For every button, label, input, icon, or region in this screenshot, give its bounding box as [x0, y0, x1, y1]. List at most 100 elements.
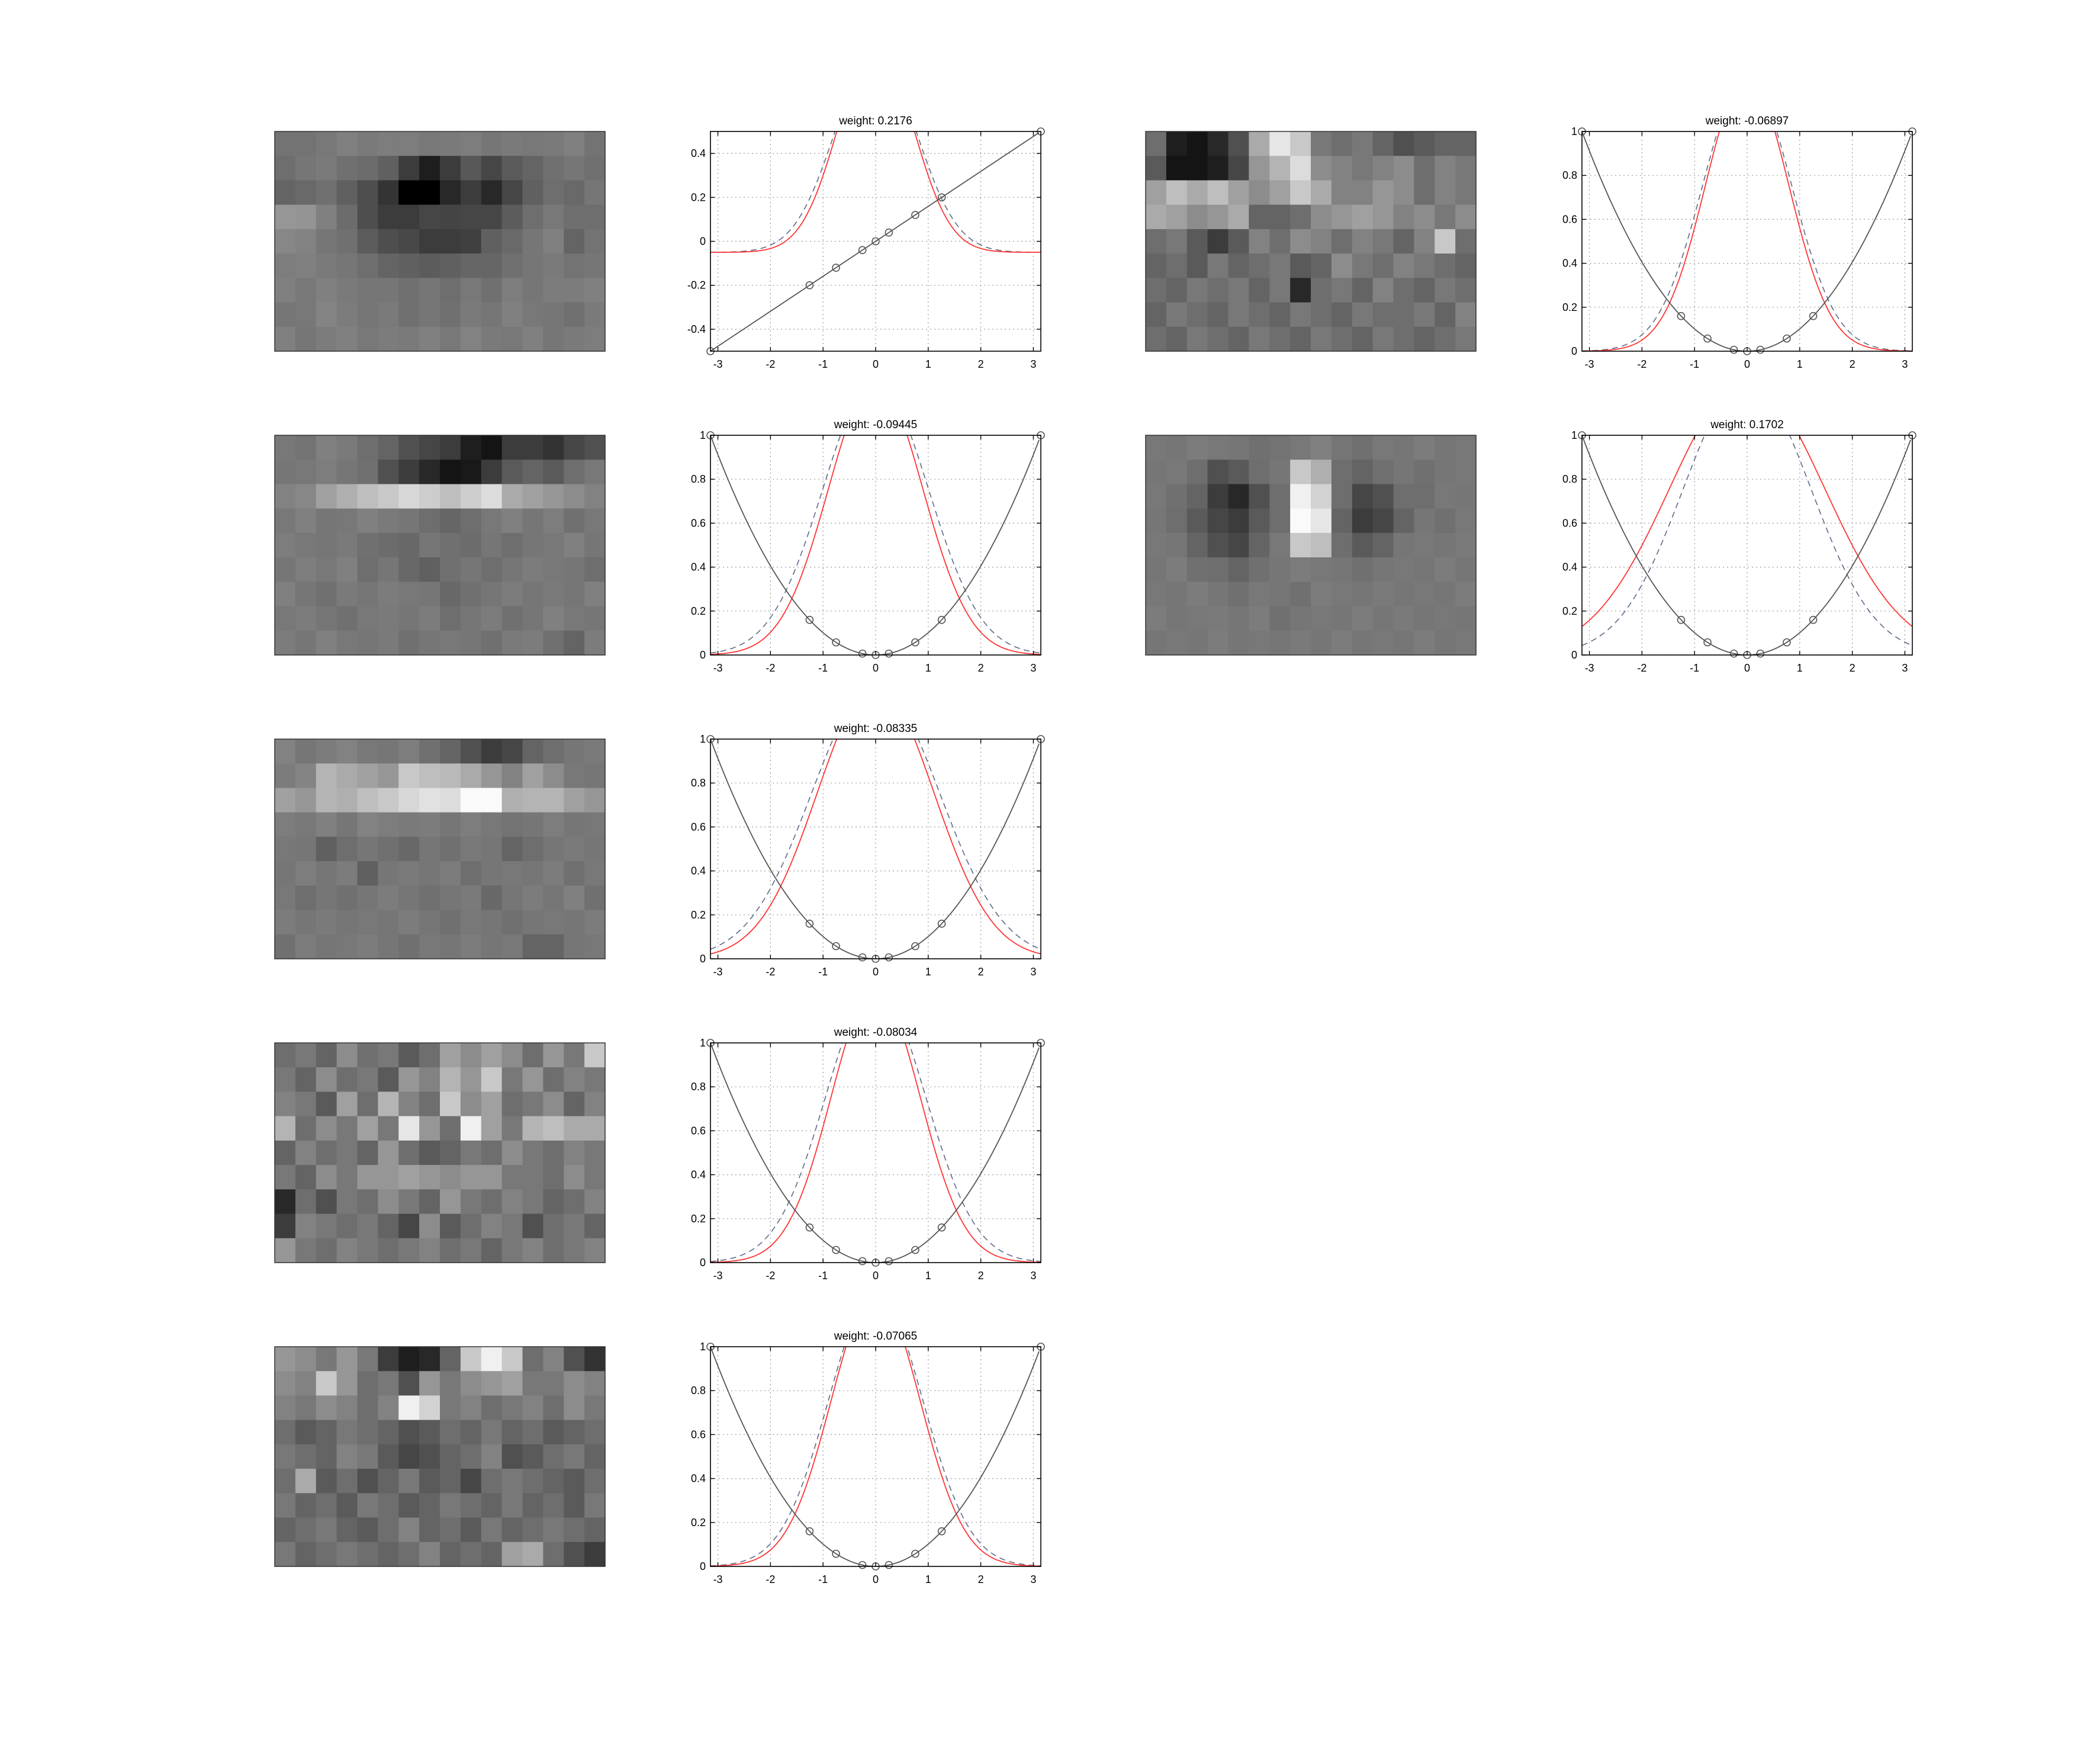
image-cell [522, 1189, 544, 1215]
image-cell [1331, 460, 1353, 485]
curve-marker [885, 228, 893, 237]
image-cell [419, 1493, 440, 1518]
image-cell [1372, 180, 1394, 205]
image-cell [316, 278, 337, 303]
image-cell [440, 1420, 461, 1445]
image-cell [481, 861, 503, 886]
plot-title: weight: 0.2176 [838, 115, 912, 127]
image-cell [1290, 156, 1311, 181]
image-cell [378, 1493, 399, 1518]
image-cell [564, 532, 585, 558]
x-tick-label: 3 [1902, 358, 1908, 370]
image-cell [336, 229, 358, 254]
image-cell [460, 326, 482, 352]
y-tick-label: 0.4 [691, 1473, 706, 1485]
y-tick-label: 0.2 [691, 191, 706, 203]
image-cell [336, 1469, 358, 1494]
image-cell [564, 1542, 585, 1567]
weight-image [274, 1346, 606, 1567]
image-cell [501, 1116, 523, 1141]
image-cell [1269, 131, 1291, 156]
image-cell [584, 1444, 606, 1469]
image-cell [440, 788, 461, 813]
y-tick-label: 0.6 [1562, 517, 1577, 529]
image-cell [275, 1444, 296, 1469]
image-cell [440, 131, 461, 156]
image-cell [543, 131, 564, 156]
image-cell [543, 630, 564, 656]
image-cell [1146, 582, 1167, 607]
image-cell [1269, 508, 1291, 534]
image-cell [275, 1395, 296, 1421]
image-cell [336, 1043, 358, 1068]
image-cell [357, 763, 378, 789]
image-cell [481, 1469, 503, 1494]
image-cell [501, 1067, 523, 1093]
image-cell [419, 532, 440, 558]
image-cell [316, 435, 337, 460]
image-cell [1290, 302, 1311, 327]
image-cell [1166, 278, 1188, 303]
image-cell [1455, 204, 1477, 230]
image-cell [440, 326, 461, 352]
image-cell [378, 532, 399, 558]
image-cell [543, 1043, 564, 1068]
image-cell [419, 326, 440, 352]
image-cell [295, 1371, 317, 1396]
y-tick-label: 0.2 [1562, 605, 1577, 617]
image-cell [1207, 253, 1229, 278]
image-cell [316, 1517, 337, 1543]
image-cell [419, 1420, 440, 1445]
image-cell [440, 1542, 461, 1567]
image-cell [357, 1371, 378, 1396]
image-cell [1414, 582, 1435, 607]
image-cell [1352, 302, 1374, 327]
image-cell [460, 1542, 482, 1567]
image-cell [460, 278, 482, 303]
image-cell [501, 460, 523, 485]
image-cell [275, 180, 296, 205]
image-cell [481, 1395, 503, 1421]
image-cell [522, 788, 544, 813]
x-tick-label: -1 [818, 358, 828, 370]
image-cell [1352, 278, 1374, 303]
image-cell [1146, 532, 1167, 558]
image-cell [316, 606, 337, 631]
image-cell [584, 763, 606, 789]
image-cell [501, 1469, 523, 1494]
image-cell [1372, 435, 1394, 460]
image-cell [1414, 557, 1435, 582]
curve-marker [858, 953, 867, 962]
image-cell [336, 630, 358, 656]
image-cell [419, 1238, 440, 1263]
image-cell [584, 1189, 606, 1215]
image-cell [1352, 606, 1374, 631]
image-cell [1207, 582, 1229, 607]
image-cell [1435, 582, 1456, 607]
image-cell [275, 1091, 296, 1117]
image-cell [295, 204, 317, 230]
x-tick-label: 2 [978, 966, 984, 978]
image-cell [1393, 131, 1414, 156]
image-cell [398, 836, 420, 862]
image-cell [440, 861, 461, 886]
image-cell [419, 812, 440, 837]
image-cell [275, 1165, 296, 1190]
black-curve [710, 739, 1040, 959]
image-cell [357, 1091, 378, 1117]
weight-image [274, 1042, 606, 1263]
image-cell [522, 229, 544, 254]
image-cell [419, 836, 440, 862]
image-cell [481, 1213, 503, 1239]
image-cell [440, 460, 461, 485]
image-cell [1455, 460, 1477, 485]
image-cell [1228, 278, 1249, 303]
image-cell [1146, 204, 1167, 230]
image-cell [357, 630, 378, 656]
image-cell [357, 1165, 378, 1190]
image-cell [564, 1189, 585, 1215]
image-cell [1393, 326, 1414, 352]
image-cell [564, 910, 585, 935]
image-cell [543, 1444, 564, 1469]
y-tick-label: 0.6 [691, 821, 706, 833]
